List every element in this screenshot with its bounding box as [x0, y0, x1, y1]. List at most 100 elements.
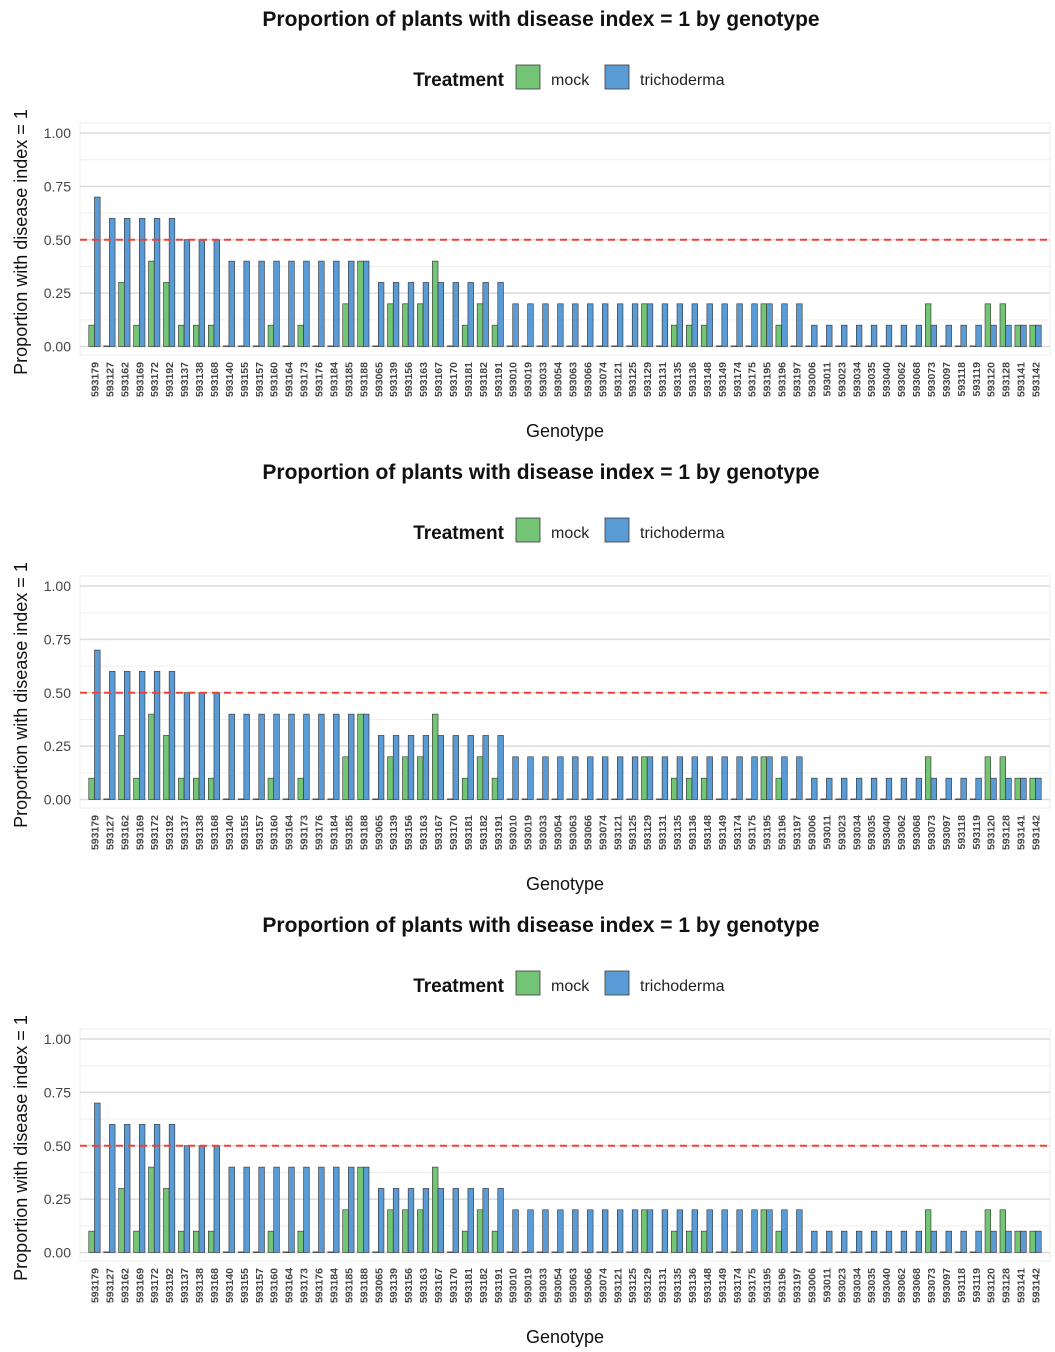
bar-mock-593131: [656, 798, 663, 800]
x-tick-label: 593195: [762, 1268, 774, 1303]
bar-mock-593131: [656, 1251, 663, 1253]
x-tick-label: 593174: [732, 1268, 744, 1303]
bar-trichoderma-593172: [153, 1124, 161, 1253]
bar-mock-593034: [850, 345, 857, 347]
x-tick-label: 593054: [553, 1268, 565, 1303]
bar-mock-593128: [999, 303, 1006, 347]
bar-trichoderma-593181: [467, 735, 474, 800]
x-tick-label: 593023: [836, 362, 848, 397]
x-tick-label: 593011: [821, 815, 833, 850]
bar-trichoderma-593023: [841, 1230, 848, 1253]
bar-mock-593160: [267, 1230, 275, 1253]
bar-mock-593142: [1029, 1230, 1036, 1253]
legend-label-mock: mock: [551, 72, 590, 89]
bar-trichoderma-593127: [109, 1124, 116, 1253]
y-tick-label: 1.00: [44, 125, 71, 141]
x-tick-label: 593040: [881, 1268, 893, 1303]
bar-trichoderma-593173: [303, 1166, 310, 1253]
y-tick-label: 0.00: [44, 339, 71, 355]
bar-mock-593162: [118, 1188, 125, 1253]
bar-trichoderma-593162: [124, 218, 131, 347]
bar-trichoderma-593035: [870, 324, 878, 347]
chart-panel-1: Proportion of plants with disease index …: [11, 8, 1051, 441]
bar-mock-593066: [581, 1251, 588, 1253]
bar-trichoderma-593131: [661, 1209, 669, 1253]
bar-trichoderma-593066: [587, 1209, 594, 1253]
bar-mock-593176: [312, 798, 319, 800]
bar-mock-593170: [446, 798, 454, 800]
x-tick-label: 593179: [89, 362, 101, 397]
bar-mock-593054: [551, 1251, 558, 1253]
chart-title: Proportion of plants with disease index …: [262, 914, 819, 937]
bar-mock-593063: [566, 798, 573, 800]
bar-trichoderma-593142: [1035, 777, 1042, 800]
bar-trichoderma-593068: [915, 777, 923, 800]
bar-mock-593040: [880, 1251, 887, 1253]
bar-mock-593182: [476, 1209, 484, 1253]
bar-trichoderma-593163: [422, 1188, 430, 1253]
bar-mock-593040: [880, 345, 887, 347]
x-tick-label: 593010: [508, 815, 520, 850]
bar-trichoderma-593073: [930, 777, 937, 800]
bar-mock-593195: [760, 756, 767, 800]
x-tick-label: 593137: [179, 362, 191, 397]
bar-trichoderma-593010: [512, 303, 519, 347]
x-tick-label: 593121: [612, 362, 624, 397]
y-tick-label: 0.50: [44, 685, 71, 701]
x-tick-label: 593156: [403, 362, 415, 397]
y-axis-label: Proportion with disease index = 1: [11, 109, 31, 375]
bar-trichoderma-593160: [273, 260, 280, 347]
x-tick-label: 593138: [194, 362, 206, 397]
bar-trichoderma-593040: [885, 324, 893, 347]
bar-trichoderma-593023: [841, 324, 848, 347]
bar-trichoderma-593125: [631, 1209, 639, 1253]
y-tick-label: 0.00: [44, 1245, 71, 1261]
x-tick-label: 593163: [418, 1268, 430, 1303]
bar-mock-593011: [820, 345, 827, 347]
x-tick-label: 593140: [224, 1268, 236, 1303]
bar-mock-593063: [566, 345, 573, 347]
x-tick-label: 593191: [493, 1268, 505, 1303]
bar-trichoderma-593137: [183, 692, 191, 800]
bar-mock-593155: [237, 345, 245, 347]
bar-trichoderma-593173: [303, 713, 310, 800]
x-tick-label: 593125: [627, 1268, 639, 1303]
bar-trichoderma-593162: [124, 671, 131, 800]
bar-trichoderma-593163: [422, 282, 430, 347]
bar-trichoderma-593156: [407, 1188, 415, 1253]
bar-trichoderma-593034: [855, 777, 863, 800]
bar-trichoderma-593125: [631, 303, 639, 347]
bar-trichoderma-593197: [796, 756, 803, 800]
bar-mock-593073: [924, 303, 932, 347]
x-tick-label: 593035: [866, 1268, 878, 1303]
bar-trichoderma-593139: [392, 735, 400, 800]
bar-mock-593033: [536, 345, 543, 347]
x-tick-label: 593097: [941, 815, 953, 850]
x-tick-label: 593179: [89, 1268, 101, 1303]
bar-trichoderma-593148: [706, 756, 713, 800]
bar-trichoderma-593170: [452, 735, 459, 800]
bar-mock-593035: [865, 345, 872, 347]
bar-mock-593066: [581, 798, 588, 800]
x-tick-label: 593196: [777, 1268, 789, 1303]
x-tick-label: 593185: [343, 1268, 355, 1303]
y-axis-label: Proportion with disease index = 1: [11, 562, 31, 828]
bar-trichoderma-593033: [542, 1209, 549, 1253]
y-tick-label: 1.00: [44, 578, 71, 594]
chart-title: Proportion of plants with disease index …: [262, 8, 819, 31]
bar-trichoderma-593168: [213, 692, 220, 800]
bar-mock-593167: [432, 713, 439, 800]
bar-trichoderma-593139: [392, 282, 400, 347]
bar-mock-593172: [148, 1166, 155, 1253]
bar-trichoderma-593062: [900, 777, 908, 800]
bar-trichoderma-593167: [437, 1188, 445, 1253]
x-tick-label: 593164: [284, 1268, 296, 1303]
x-tick-label: 593128: [1001, 1268, 1013, 1303]
x-tick-label: 593062: [896, 362, 908, 397]
x-tick-label: 593010: [508, 1268, 520, 1303]
x-tick-label: 593035: [866, 362, 878, 397]
bar-mock-593197: [790, 1251, 797, 1253]
bar-mock-593160: [267, 777, 275, 800]
bar-trichoderma-593040: [885, 777, 893, 800]
x-tick-label: 593192: [164, 1268, 176, 1303]
